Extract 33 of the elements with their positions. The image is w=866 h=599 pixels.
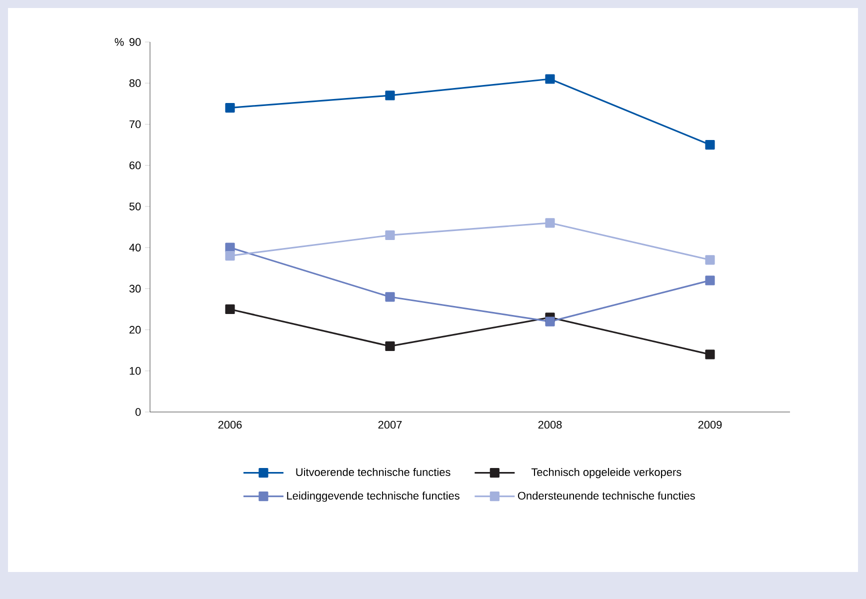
point: [545, 316, 555, 326]
point: [705, 350, 715, 360]
legend-label: Ondersteunende technische functies: [518, 492, 695, 500]
y-tick-label: 40: [129, 244, 141, 252]
point: [385, 292, 395, 302]
y-tick-label: 70: [130, 120, 141, 128]
point: [225, 250, 235, 261]
point: [225, 304, 235, 314]
point: [385, 341, 395, 352]
point: [385, 90, 395, 100]
point: [705, 276, 715, 286]
y-tick-label: 20: [130, 326, 141, 334]
point: [705, 140, 715, 150]
y-axis-title: %: [114, 38, 124, 46]
y-tick-label: 50: [129, 202, 141, 210]
x-tick-label: 2009: [698, 420, 722, 429]
point: [545, 218, 555, 228]
y-tick-label: 90: [129, 38, 141, 46]
legend-label: Leidinggevende technische functies: [287, 492, 460, 502]
point: [545, 74, 555, 84]
x-tick-label: 2007: [378, 420, 402, 429]
legend-label: Uitvoerende technische functies: [296, 468, 450, 476]
point: [225, 102, 235, 113]
y-tick-label: 30: [129, 284, 141, 293]
x-tick-label: 2006: [218, 420, 242, 429]
x-tick-label: 2008: [538, 420, 562, 429]
y-tick-label: 0: [135, 408, 141, 416]
point: [385, 230, 395, 240]
legend-label: Technisch opgeleide verkopers: [531, 468, 682, 478]
y-tick-label: 80: [129, 79, 141, 87]
y-tick-label: 60: [130, 161, 141, 170]
y-tick-label: 10: [130, 367, 141, 375]
point: [705, 255, 715, 265]
